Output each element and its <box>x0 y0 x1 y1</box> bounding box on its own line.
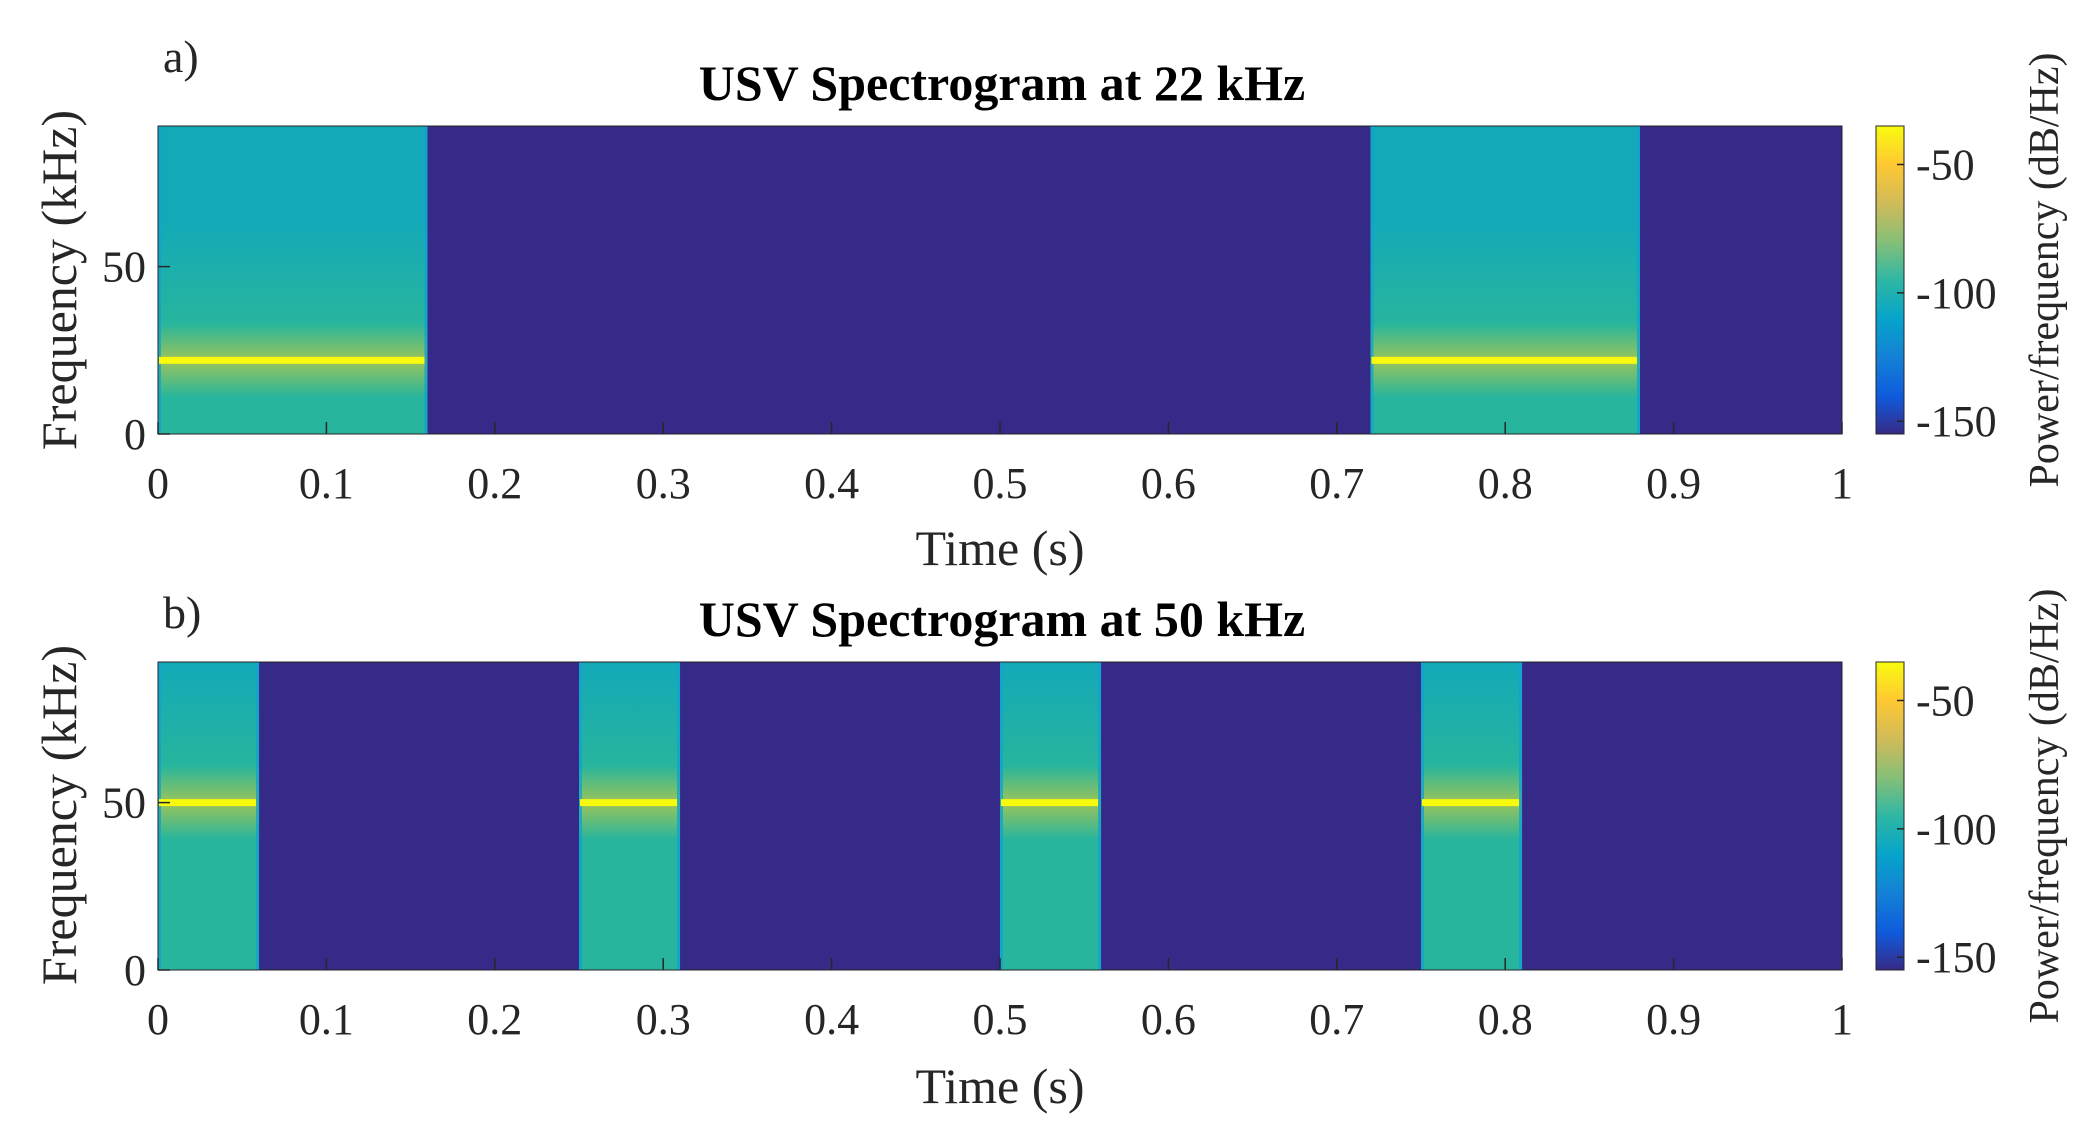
chart-title: USV Spectrogram at 50 kHz <box>699 591 1305 647</box>
pulse-2 <box>579 662 681 970</box>
colorbar-label: Power/frequency (dB/Hz) <box>2022 588 2068 1023</box>
tone-line <box>1371 356 1637 364</box>
pulse-segment <box>1421 662 1523 970</box>
pulse-edge-left <box>158 126 161 434</box>
y-tick-label: 50 <box>102 243 146 292</box>
pulse-segment <box>579 662 681 970</box>
panel-label: b) <box>163 587 201 638</box>
x-tick-label: 0.8 <box>1478 995 1533 1044</box>
x-tick-label: 0.9 <box>1646 459 1701 508</box>
pulse-segment <box>158 662 260 970</box>
x-tick-label: 0.1 <box>299 459 354 508</box>
tone-line <box>159 799 257 807</box>
pulse-1 <box>158 126 428 434</box>
x-tick-label: 0.5 <box>973 995 1028 1044</box>
x-tick-label: 0.4 <box>804 995 859 1044</box>
panel-label: a) <box>163 31 199 82</box>
x-tick-label: 0.9 <box>1646 995 1701 1044</box>
pulse-3 <box>1000 662 1102 970</box>
pulse-4 <box>1421 662 1523 970</box>
colorbar: -50 -100 -150 Power/frequency (dB/Hz) <box>1875 52 2068 488</box>
pulse-edge-right <box>1098 662 1102 970</box>
pulse-1 <box>158 662 260 970</box>
tone-line <box>159 356 425 364</box>
x-tick-label: 1 <box>1831 995 1853 1044</box>
x-tick-label: 0.2 <box>467 995 522 1044</box>
colorbar-gradient-bar <box>1875 125 1905 435</box>
colorbar-tick-label: -100 <box>1916 269 1997 318</box>
plot-frame <box>157 661 1843 971</box>
y-axis-label: Frequency (kHz) <box>31 110 87 450</box>
spectrogram-panel-a: a) USV Spectrogram at 22 kHz 0 0.1 0.2 0.3 0.4… <box>31 31 2068 576</box>
chart-title: USV Spectrogram at 22 kHz <box>699 55 1305 111</box>
x-tick-label: 0.1 <box>299 995 354 1044</box>
tone-line <box>1422 799 1520 807</box>
colorbar-tick-label: -50 <box>1916 141 1975 190</box>
y-axis-label: Frequency (kHz) <box>31 645 87 985</box>
x-axis-label: Time (s) <box>915 1058 1084 1114</box>
pulse-2 <box>1370 126 1640 434</box>
spectrogram-panel-b: b) USV Spectrogram at 50 kHz 0 0.1 0.2 0.3 0.4… <box>31 587 2068 1114</box>
x-tick-label: 0.3 <box>636 459 691 508</box>
x-tick-label: 0.8 <box>1478 459 1533 508</box>
y-tick-label: 0 <box>124 410 146 459</box>
pulse-segment <box>1370 126 1640 434</box>
colorbar-gradient-bar <box>1875 661 1905 971</box>
pulse-edge-right <box>1636 126 1640 434</box>
pulse-edge-right <box>424 126 428 434</box>
x-tick-label: 0.7 <box>1309 995 1364 1044</box>
pulse-edge-left <box>579 662 582 970</box>
x-tick-label: 0.2 <box>467 459 522 508</box>
colorbar-tick-label: -100 <box>1916 805 1997 854</box>
colorbar-tick-label: -50 <box>1916 677 1975 726</box>
x-tick-label: 0.6 <box>1141 459 1196 508</box>
pulse-edge-right <box>677 662 681 970</box>
pulse-edge-left <box>158 662 161 970</box>
colorbar-label: Power/frequency (dB/Hz) <box>2022 52 2068 487</box>
colorbar: -50 -100 -150 Power/frequency (dB/Hz) <box>1875 588 2068 1024</box>
tone-line <box>1001 799 1099 807</box>
x-tick-label: 0 <box>147 459 169 508</box>
x-tick-label: 0.4 <box>804 459 859 508</box>
pulse-segment <box>1000 662 1102 970</box>
colorbar-tick-label: -150 <box>1916 397 1997 446</box>
pulse-edge-left <box>1000 662 1003 970</box>
x-tick-label: 0.5 <box>973 459 1028 508</box>
x-tick-label: 1 <box>1831 459 1853 508</box>
pulse-edge-left <box>1370 126 1374 434</box>
tone-line <box>580 799 678 807</box>
y-tick-label: 0 <box>124 946 146 995</box>
pulse-edge-right <box>1519 662 1523 970</box>
x-tick-label: 0.7 <box>1309 459 1364 508</box>
colorbar-tick-label: -150 <box>1916 933 1997 982</box>
plot-frame <box>157 125 1843 435</box>
x-tick-label: 0 <box>147 995 169 1044</box>
x-tick-label: 0.6 <box>1141 995 1196 1044</box>
pulse-segment <box>158 126 428 434</box>
y-tick-label: 50 <box>102 779 146 828</box>
x-tick-label: 0.3 <box>636 995 691 1044</box>
pulse-edge-right <box>256 662 260 970</box>
x-axis-label: Time (s) <box>915 520 1084 576</box>
pulse-edge-left <box>1421 662 1424 970</box>
